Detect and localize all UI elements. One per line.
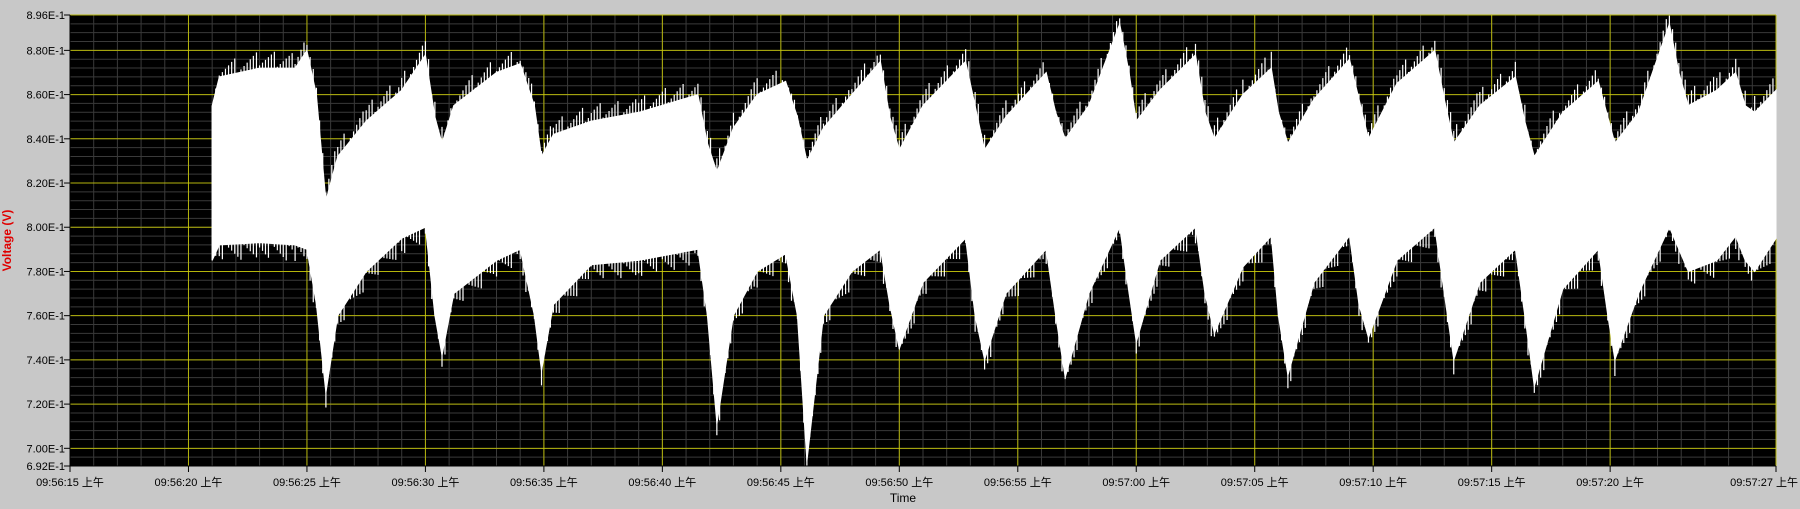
y-tick-label: 7.40E-1: [26, 355, 65, 367]
x-tick-label: 09:57:00 上午: [1102, 476, 1170, 489]
y-tick-label: 8.80E-1: [26, 45, 65, 57]
y-axis-label: Voltage (V): [0, 210, 14, 272]
y-tick-label: 7.60E-1: [26, 311, 65, 323]
x-axis-label: Time: [890, 491, 917, 504]
x-tick-label: 09:56:50 上午: [865, 476, 933, 489]
y-tick-label: 8.20E-1: [26, 178, 65, 190]
y-tick-label: 8.00E-1: [26, 222, 65, 234]
y-tick-label: 8.60E-1: [26, 90, 65, 102]
x-tick-label: 09:57:05 上午: [1221, 476, 1289, 489]
x-tick-label: 09:57:15 上午: [1458, 476, 1526, 489]
x-tick-label: 09:57:20 上午: [1576, 476, 1644, 489]
x-tick-label: 09:57:10 上午: [1339, 476, 1407, 489]
x-tick-label: 09:56:30 上午: [391, 476, 459, 489]
x-tick-label: 09:56:35 上午: [510, 476, 578, 489]
x-tick-label: 09:56:20 上午: [155, 476, 223, 489]
x-tick-label: 09:57:27 上午: [1730, 476, 1798, 489]
y-tick-label: 7.80E-1: [26, 266, 65, 278]
y-tick-label: 7.20E-1: [26, 399, 65, 411]
series-voltage: [211, 15, 1777, 466]
y-tick-label: 8.40E-1: [26, 134, 65, 146]
x-tick-label: 09:56:40 上午: [628, 476, 696, 489]
x-tick-label: 09:56:45 上午: [747, 476, 815, 489]
y-tick-label: 8.96E-1: [26, 10, 65, 22]
x-tick-label: 09:56:15 上午: [36, 476, 104, 489]
x-tick-label: 09:56:55 上午: [984, 476, 1052, 489]
x-axis: 09:56:15 上午 09:56:20 上午 09:56:25 上午 09:56:3…: [36, 465, 1798, 489]
y-axis: 6.92E-1 7.00E-1 7.20E-1 7.40E-1 7.60E-1 7.80E…: [26, 10, 71, 473]
y-tick-label: 6.92E-1: [26, 461, 65, 473]
y-tick-label: 7.00E-1: [26, 443, 65, 455]
x-tick-label: 09:56:25 上午: [273, 476, 341, 489]
